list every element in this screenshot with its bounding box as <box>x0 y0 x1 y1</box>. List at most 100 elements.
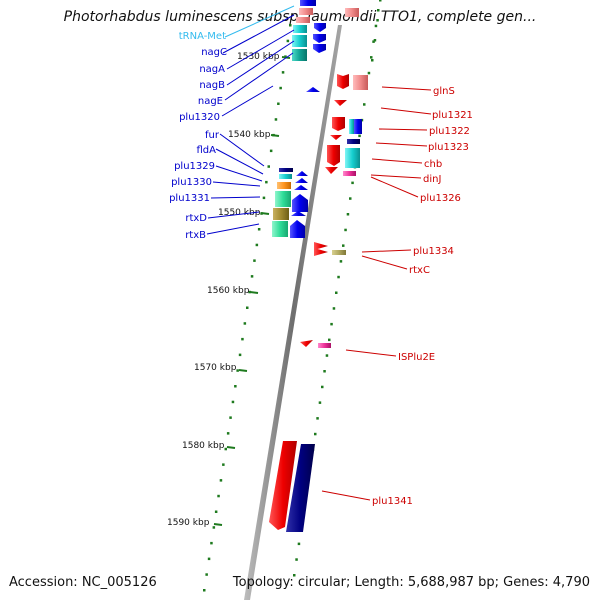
scale-dot <box>344 228 347 232</box>
gene-label-plu1326[interactable]: plu1326 <box>420 193 461 204</box>
scale-dot <box>255 243 259 247</box>
scale-dot <box>330 322 333 326</box>
scale-dot <box>262 196 266 200</box>
scale-dot <box>207 557 211 561</box>
scale-dot <box>267 165 270 168</box>
left-label-connectors <box>206 14 295 235</box>
gene-label-rtxb[interactable]: rtxB <box>185 230 206 241</box>
scale-dot <box>373 39 377 42</box>
gene-label-fur[interactable]: fur <box>205 130 220 141</box>
scale-dot <box>289 24 292 27</box>
topology-text: Topology: circular; Length: 5,688,987 bp… <box>232 575 590 590</box>
scale-dot <box>214 510 218 513</box>
scale-dot <box>205 573 208 576</box>
scale-dot <box>363 103 366 106</box>
scale-dot <box>337 275 340 279</box>
scale-dot <box>323 370 326 373</box>
scale-dot <box>293 574 296 577</box>
scale-dot <box>351 181 354 185</box>
gene-label-plu1329[interactable]: plu1329 <box>174 161 215 172</box>
scale-dot <box>229 416 232 419</box>
scale-dot <box>349 197 352 200</box>
scale-dot <box>217 494 220 498</box>
gene-label-chb[interactable]: chb <box>424 159 442 170</box>
scale-dot <box>376 19 379 22</box>
scale-dot <box>297 542 301 546</box>
scale-dot <box>250 275 254 278</box>
scale-dot <box>314 432 317 436</box>
gene-label-plu1331[interactable]: plu1331 <box>169 193 210 204</box>
scale-dot <box>281 71 285 74</box>
gene-label-naga[interactable]: nagA <box>199 64 225 75</box>
scale-dot <box>325 354 329 357</box>
scale-dot <box>222 463 225 466</box>
gene-label-nage[interactable]: nagE <box>198 96 223 107</box>
gene-label-isplu2e[interactable]: ISPlu2E <box>398 352 435 363</box>
scale-dot <box>241 337 244 341</box>
scale-dot <box>321 385 324 389</box>
scale-dot <box>371 59 374 62</box>
right-label-connectors <box>321 86 432 501</box>
gene-label-flda[interactable]: fldA <box>197 145 217 156</box>
scale-label-1540: 1540 kbp <box>228 130 271 140</box>
scale-label-1530: 1530 kbp <box>237 52 280 62</box>
scale-dot <box>377 9 380 12</box>
scale-dot <box>358 134 361 138</box>
scale-dot <box>379 0 382 2</box>
scale-dot <box>257 228 261 231</box>
forward-strand-features <box>269 0 326 532</box>
gene-label-plu1321[interactable]: plu1321 <box>432 110 473 121</box>
scale-dot <box>328 338 331 342</box>
scale-dot <box>243 322 247 325</box>
scale-dot <box>372 40 375 43</box>
scale-dot <box>246 306 249 309</box>
scale-dot <box>224 447 227 451</box>
scale-dot <box>342 244 345 247</box>
scale-dot <box>269 149 273 153</box>
scale-label-1570: 1570 kbp <box>194 363 237 373</box>
scale-dot <box>332 307 336 310</box>
gene-label-dinj[interactable]: dinJ <box>423 174 441 185</box>
gene-label-rtxd[interactable]: rtxD <box>185 213 207 224</box>
scale-label-1590: 1590 kbp <box>167 518 210 528</box>
scale-dot <box>231 400 235 404</box>
accession-text: Accession: NC_005126 <box>9 575 157 590</box>
scale-dot <box>265 180 268 184</box>
reverse-strand-features <box>300 8 368 348</box>
scale-label-1550: 1550 kbp <box>218 208 261 218</box>
gene-label-trna-met[interactable]: tRNA-Met <box>179 31 226 42</box>
scale-label-1560: 1560 kbp <box>207 286 250 296</box>
scale-dot <box>374 24 378 28</box>
gene-label-nagb[interactable]: nagB <box>199 80 225 91</box>
gene-label-nagc[interactable]: nagC <box>201 47 227 58</box>
scale-dot <box>370 56 373 59</box>
scale-dot <box>318 401 322 404</box>
gene-label-plu1320[interactable]: plu1320 <box>179 112 220 123</box>
gene-label-plu1334[interactable]: plu1334 <box>413 246 454 257</box>
scale-dot <box>203 589 206 592</box>
scale-dot <box>236 369 239 372</box>
gene-label-plu1323[interactable]: plu1323 <box>428 142 469 153</box>
scale-dot <box>277 102 280 105</box>
scale-dot <box>210 541 213 545</box>
scale-major-ticks <box>213 56 291 526</box>
scale-label-1580: 1580 kbp <box>182 441 225 451</box>
scale-dot <box>346 213 350 216</box>
scale-dot <box>238 353 242 357</box>
scale-dot <box>286 39 290 43</box>
gene-label-plu1341[interactable]: plu1341 <box>372 496 413 507</box>
scale-dot <box>316 417 319 420</box>
scale-dot <box>295 558 298 561</box>
gene-label-plu1330[interactable]: plu1330 <box>171 177 212 188</box>
gene-label-rtxc[interactable]: rtxC <box>409 265 430 276</box>
scale-dot <box>367 71 371 75</box>
gene-label-glns[interactable]: glnS <box>433 86 455 97</box>
scale-dot <box>226 432 230 435</box>
scale-dot <box>253 259 256 262</box>
trna-connector <box>224 5 295 38</box>
scale-dot <box>274 118 278 121</box>
scale-dots-far-right <box>371 0 382 62</box>
scale-dot <box>212 526 216 529</box>
gene-label-plu1322[interactable]: plu1322 <box>429 126 470 137</box>
